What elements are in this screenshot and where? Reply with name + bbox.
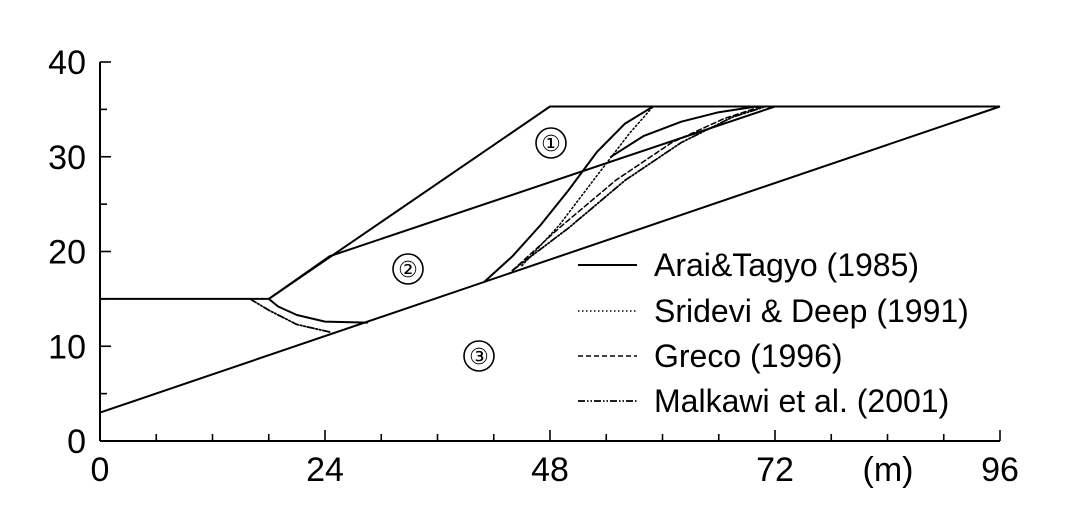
- svg-text:①: ①: [541, 132, 561, 157]
- region-3-label: ③: [463, 340, 495, 372]
- svg-text:②: ②: [398, 258, 418, 283]
- slip-arai-lower: [267, 297, 369, 324]
- region-labels: ① ② ③: [392, 127, 567, 372]
- region-1-label: ①: [535, 127, 567, 159]
- svg-text:Arai&Tagyo (1985): Arai&Tagyo (1985): [654, 247, 919, 283]
- legend-entry-arai: Arai&Tagyo (1985): [578, 247, 919, 283]
- y-tick-label: 20: [48, 234, 86, 272]
- tick-labels: 0 24 48 72 96 0 10 20 30 40: [48, 44, 1019, 489]
- layer-boundary-2-3: [99, 105, 1001, 414]
- y-tick-label: 0: [67, 423, 86, 461]
- layer-boundary-1-2: [268, 105, 776, 300]
- x-tick-label: 48: [531, 451, 569, 489]
- slip-greco: [511, 105, 762, 272]
- x-tick-label: 96: [981, 451, 1019, 489]
- slip-malkawi-upper: [511, 105, 767, 272]
- x-unit-label: (m): [863, 451, 914, 489]
- x-tick-label: 72: [756, 451, 794, 489]
- legend: Arai&Tagyo (1985) Sridevi & Deep (1991) …: [578, 247, 969, 419]
- region-2-label: ②: [392, 253, 424, 285]
- svg-text:③: ③: [469, 345, 489, 370]
- slip-arai-upper: [483, 105, 655, 283]
- slip-arai-upper-secondary: [609, 105, 758, 158]
- slip-surfaces: [249, 105, 767, 333]
- x-tick-label: 24: [306, 451, 344, 489]
- y-tick-label: 30: [48, 139, 86, 177]
- svg-text:Sridevi & Deep (1991): Sridevi & Deep (1991): [654, 293, 969, 329]
- legend-entry-malkawi: Malkawi et al. (2001): [578, 383, 949, 419]
- slip-malkawi-lower: [249, 297, 331, 333]
- svg-text:Greco (1996): Greco (1996): [654, 338, 843, 374]
- y-tick-label: 40: [48, 44, 86, 82]
- svg-text:Malkawi et al. (2001): Malkawi et al. (2001): [654, 383, 949, 419]
- slope-geometry: [99, 105, 1001, 414]
- x-tick-label: 0: [91, 451, 110, 489]
- y-tick-label: 10: [48, 328, 86, 366]
- legend-entry-greco: Greco (1996): [578, 338, 843, 374]
- legend-entry-sridevi: Sridevi & Deep (1991): [578, 293, 969, 329]
- slip-sridevi: [521, 105, 654, 267]
